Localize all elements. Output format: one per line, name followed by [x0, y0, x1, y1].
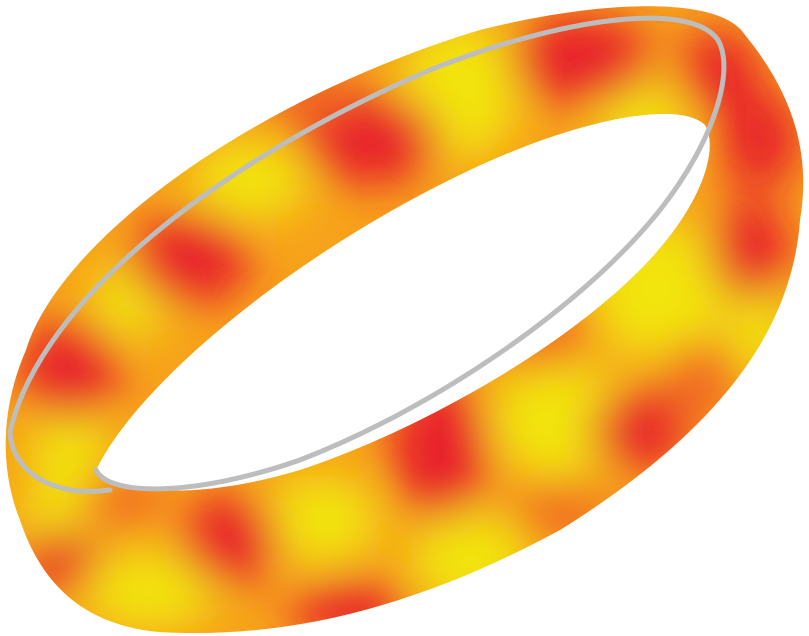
band-rim-inner: [7, 429, 113, 494]
band-rim: [7, 15, 727, 492]
